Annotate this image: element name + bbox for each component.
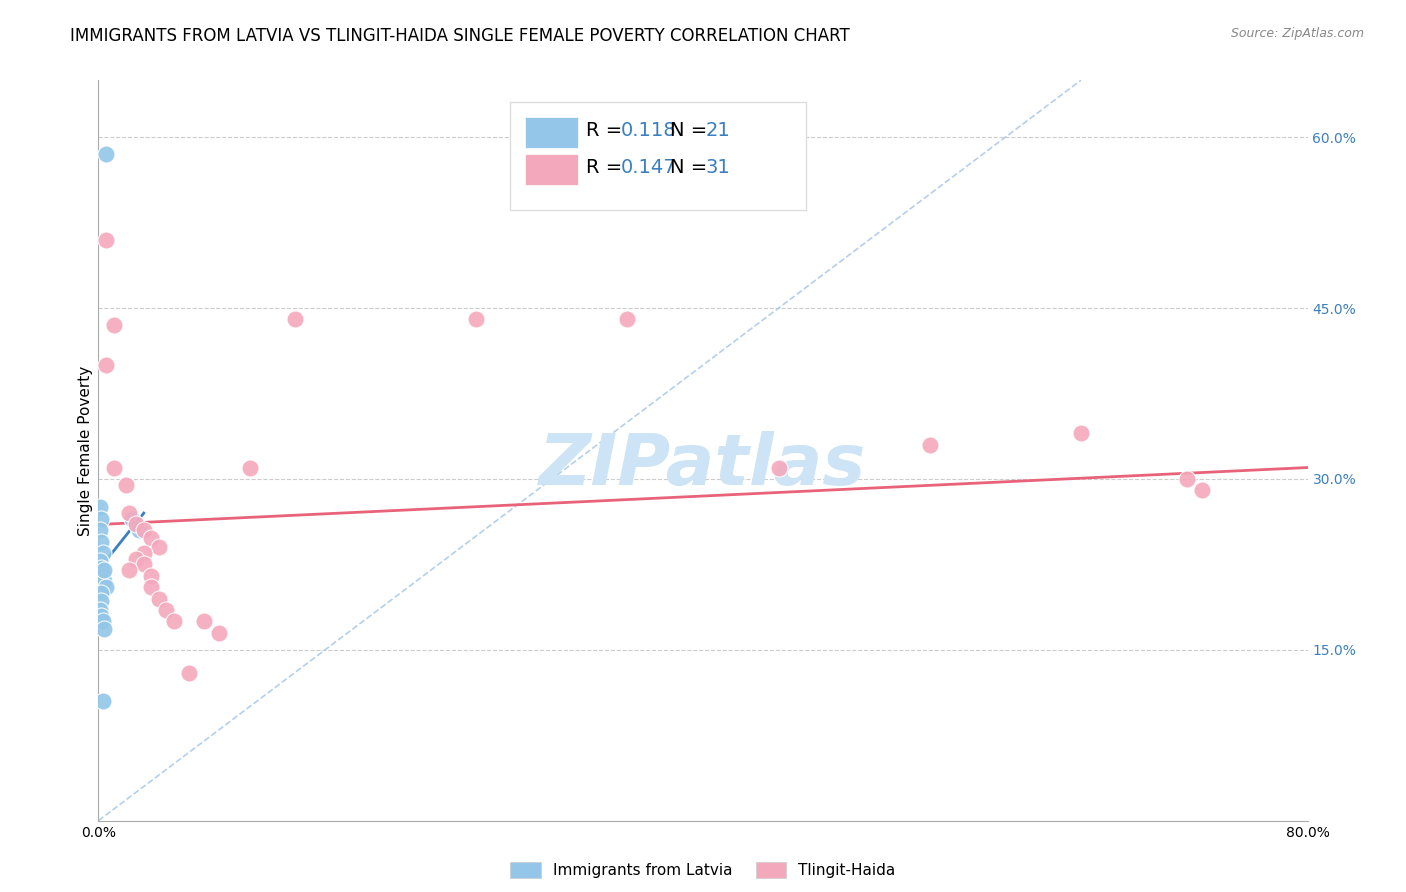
Point [132, 523, 155, 537]
Point [121, 512, 143, 526]
Point [132, 558, 155, 572]
Text: ZIPatlas: ZIPatlas [540, 431, 866, 500]
Point [103, 318, 125, 333]
Point [148, 591, 170, 606]
Text: R =: R = [586, 121, 628, 140]
Point [93, 622, 115, 636]
Point [89, 500, 111, 515]
Point [90, 534, 112, 549]
Y-axis label: Single Female Poverty: Single Female Poverty [77, 366, 93, 535]
Point [141, 580, 163, 594]
Point [163, 615, 186, 629]
Point [918, 438, 941, 452]
Text: 31: 31 [706, 158, 730, 178]
Point [89, 603, 111, 617]
Point [141, 531, 163, 545]
Point [284, 312, 307, 326]
FancyBboxPatch shape [526, 118, 578, 148]
Point [128, 523, 150, 537]
Point [93, 574, 115, 589]
Point [93, 563, 115, 577]
Text: R =: R = [586, 158, 628, 178]
Point [141, 568, 163, 582]
Legend: Immigrants from Latvia, Tlingit-Haida: Immigrants from Latvia, Tlingit-Haida [505, 856, 901, 884]
Point [118, 563, 141, 577]
Point [768, 460, 790, 475]
Point [179, 665, 201, 680]
Point [90, 608, 112, 623]
FancyBboxPatch shape [509, 103, 806, 210]
Point [1070, 426, 1092, 441]
Point [91, 694, 114, 708]
Point [1175, 472, 1198, 486]
Point [94, 358, 117, 372]
Point [90, 594, 112, 608]
Point [89, 554, 111, 568]
Text: 21: 21 [706, 121, 730, 140]
Text: IMMIGRANTS FROM LATVIA VS TLINGIT-HAIDA SINGLE FEMALE POVERTY CORRELATION CHART: IMMIGRANTS FROM LATVIA VS TLINGIT-HAIDA … [70, 27, 851, 45]
Text: 0.118: 0.118 [621, 121, 676, 140]
Text: N =: N = [671, 158, 714, 178]
Point [118, 506, 141, 520]
Text: N =: N = [671, 121, 714, 140]
Text: 0.147: 0.147 [621, 158, 676, 178]
Point [465, 312, 488, 326]
Point [90, 586, 112, 600]
Point [155, 603, 177, 617]
Point [90, 512, 112, 526]
Point [94, 147, 117, 161]
Point [91, 568, 114, 582]
Point [90, 561, 112, 575]
Point [616, 312, 638, 326]
Point [1191, 483, 1213, 498]
Point [114, 477, 136, 491]
Point [208, 625, 231, 640]
Point [125, 517, 148, 532]
Point [94, 580, 117, 594]
Point [148, 541, 170, 555]
Point [94, 233, 117, 247]
FancyBboxPatch shape [526, 154, 578, 186]
Point [125, 551, 148, 566]
Point [239, 460, 262, 475]
Point [193, 615, 215, 629]
Point [89, 523, 111, 537]
Point [91, 546, 114, 560]
Point [91, 615, 114, 629]
Point [103, 460, 125, 475]
Text: Source: ZipAtlas.com: Source: ZipAtlas.com [1230, 27, 1364, 40]
Point [132, 546, 155, 560]
